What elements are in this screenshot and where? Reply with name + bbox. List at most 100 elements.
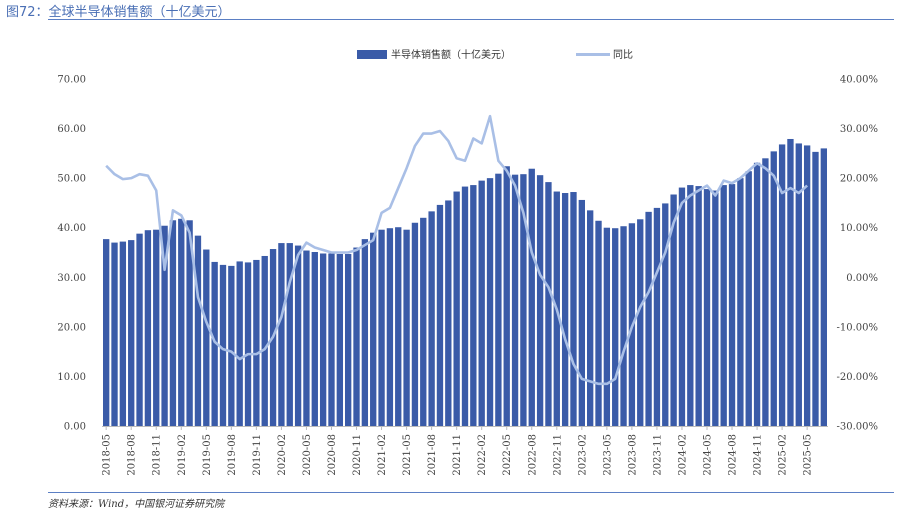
- sales-bar: [436, 204, 444, 426]
- sales-bar: [328, 253, 335, 426]
- x-tick-label: 2023-11: [652, 434, 663, 476]
- sales-bar: [128, 240, 135, 426]
- sales-bar: [336, 253, 343, 426]
- sales-bar: [653, 207, 661, 426]
- x-tick-label: 2025-02: [778, 434, 789, 476]
- sales-bar: [812, 151, 819, 426]
- x-tick-label: 2022-08: [527, 434, 538, 476]
- x-tick-label: 2019-02: [177, 434, 188, 476]
- y-right-tick-label: 40.00%: [840, 75, 878, 86]
- legend: 半导体销售额（十亿美元） 同比: [357, 48, 633, 61]
- sales-bar: [737, 178, 744, 426]
- sales-bar: [319, 253, 327, 426]
- x-tick-label: 2018-08: [127, 434, 138, 476]
- sales-bar: [294, 245, 302, 426]
- sales-bar: [820, 148, 827, 426]
- y-axis-left: 0.00 10.00 20.00 30.00 40.00 50.00 60.00 70.00: [57, 75, 86, 433]
- sales-bar: [228, 265, 235, 426]
- sales-bar: [428, 211, 435, 426]
- y-right-tick-label: -20.00%: [836, 372, 878, 383]
- x-tick-label: 2024-05: [703, 434, 714, 476]
- y-right-tick-label: -30.00%: [836, 422, 878, 433]
- legend-line-label: 同比: [613, 49, 633, 61]
- sales-bar: [186, 220, 193, 426]
- y-left-tick-label: 40.00: [57, 223, 86, 234]
- sales-bar: [345, 253, 352, 426]
- y-left-tick-label: 70.00: [57, 75, 86, 86]
- sales-bar: [595, 220, 602, 426]
- sales-bar: [144, 230, 152, 426]
- sales-bar: [178, 218, 185, 426]
- sales-bar: [161, 225, 168, 426]
- x-tick-label: 2023-05: [602, 434, 613, 476]
- x-tick-label: 2021-02: [377, 434, 388, 476]
- sales-bar: [278, 243, 285, 426]
- sales-bar: [612, 228, 619, 426]
- sales-bar: [219, 264, 227, 426]
- sales-bar: [511, 174, 519, 426]
- yoy-line: [105, 114, 809, 386]
- sales-bar: [153, 229, 160, 426]
- y-right-tick-label: -10.00%: [836, 322, 878, 333]
- x-tick-label: 2020-05: [302, 434, 313, 476]
- sales-bar: [728, 184, 736, 426]
- sales-bar: [520, 174, 527, 426]
- sales-bar: [662, 203, 669, 426]
- x-tick-label: 2025-05: [803, 434, 814, 476]
- x-tick-label: 2023-02: [577, 434, 588, 476]
- sales-bar: [637, 219, 644, 426]
- sales-bar: [286, 243, 293, 426]
- y-left-tick-label: 60.00: [57, 124, 86, 135]
- sales-bar: [561, 193, 569, 426]
- sales-bar: [395, 227, 402, 426]
- sales-bar: [778, 144, 786, 426]
- sales-bar: [203, 249, 210, 426]
- sales-bar: [645, 211, 652, 426]
- x-tick-label: 2019-08: [227, 434, 238, 476]
- x-tick-label: 2020-08: [327, 434, 338, 476]
- sales-bar: [361, 239, 369, 426]
- legend-bar-swatch: [357, 50, 387, 59]
- sales-bar: [803, 145, 811, 426]
- x-axis-ticks: 2018-05 2018-08 2018-11 2019-02 2019-05 2019-…: [102, 426, 814, 476]
- x-tick-label: 2022-02: [477, 434, 488, 476]
- sales-bar: [478, 180, 485, 426]
- x-tick-label: 2024-11: [753, 434, 764, 476]
- sales-bar: [236, 261, 243, 426]
- x-tick-label: 2021-08: [427, 434, 438, 476]
- x-tick-label: 2022-05: [502, 434, 513, 476]
- x-tick-label: 2019-11: [252, 434, 263, 476]
- x-tick-label: 2020-02: [277, 434, 288, 476]
- sales-bar: [136, 233, 143, 426]
- sales-bar: [570, 192, 577, 426]
- x-tick-label: 2018-05: [102, 434, 113, 476]
- sales-bar: [678, 187, 686, 426]
- y-left-tick-label: 50.00: [57, 174, 86, 185]
- sales-bar: [503, 166, 510, 426]
- sales-bar: [353, 247, 360, 426]
- sales-bar: [528, 168, 535, 426]
- y-left-tick-label: 0.00: [64, 422, 86, 433]
- source-note: 资料来源：Wind，中国银河证券研究院: [48, 499, 225, 510]
- sales-bar: [745, 171, 752, 426]
- y-right-tick-label: 0.00%: [846, 273, 878, 284]
- sales-bar: [620, 226, 627, 426]
- sales-bar: [720, 185, 727, 426]
- sales-bar: [445, 200, 452, 426]
- x-tick-label: 2024-02: [677, 434, 688, 476]
- sales-bar: [461, 186, 469, 426]
- sales-bar: [194, 235, 202, 426]
- y-left-tick-label: 30.00: [57, 273, 86, 284]
- sales-bar: [119, 241, 127, 426]
- sales-bar: [111, 242, 118, 426]
- sales-bar: [486, 178, 494, 426]
- sales-bar: [536, 175, 544, 426]
- x-tick-label: 2021-05: [402, 434, 413, 476]
- top-rule: [48, 19, 894, 20]
- sales-bar: [311, 252, 318, 426]
- x-tick-label: 2019-05: [202, 434, 213, 476]
- sales-bar: [253, 259, 260, 426]
- y-right-tick-label: 30.00%: [840, 124, 878, 135]
- sales-bar: [762, 158, 769, 426]
- sales-bar: [378, 229, 385, 426]
